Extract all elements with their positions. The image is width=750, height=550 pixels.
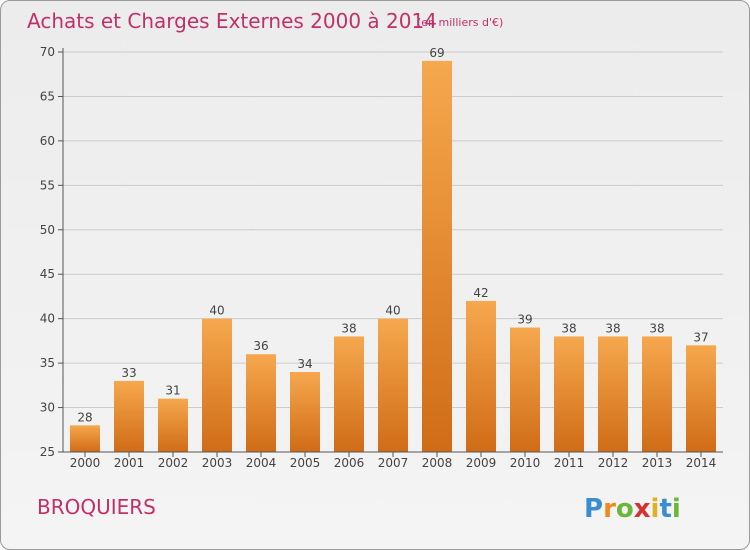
bar-2013 bbox=[642, 336, 672, 452]
data-label-2008: 69 bbox=[429, 46, 444, 60]
y-tick-label: 50 bbox=[40, 223, 55, 237]
data-label-2004: 36 bbox=[253, 339, 268, 353]
brand-letter: x bbox=[634, 494, 651, 524]
data-label-2002: 31 bbox=[165, 384, 180, 398]
y-axis-ticks: 25 30 35 40 45 50 55 60 65 70 bbox=[40, 45, 63, 459]
bar-2006 bbox=[334, 336, 364, 452]
data-labels: 28 33 31 40 36 34 38 40 69 42 39 38 38 38 37 bbox=[77, 46, 708, 424]
x-tick-label: 2005 bbox=[290, 456, 321, 470]
brand-letter: r bbox=[603, 494, 616, 524]
x-tick-label: 2012 bbox=[598, 456, 629, 470]
bar-2012 bbox=[598, 336, 628, 452]
bar-2014 bbox=[686, 345, 716, 452]
bar-2007 bbox=[378, 318, 408, 452]
x-tick-label: 2002 bbox=[158, 456, 189, 470]
data-label-2012: 38 bbox=[605, 321, 620, 335]
x-tick-label: 2008 bbox=[422, 456, 453, 470]
bar-2010 bbox=[510, 327, 540, 452]
gridlines bbox=[63, 51, 723, 409]
chart-subtitle: (en milliers d'€) bbox=[417, 16, 503, 29]
data-label-2013: 38 bbox=[649, 321, 664, 335]
x-axis-ticks: 2000 2001 2002 2003 2004 2005 2006 2007 2008 2009… bbox=[70, 452, 717, 470]
x-tick-label: 2010 bbox=[510, 456, 541, 470]
y-tick-label: 30 bbox=[40, 401, 55, 415]
data-label-2014: 37 bbox=[693, 330, 708, 344]
bar-2004 bbox=[246, 354, 276, 452]
brand-letter: i bbox=[672, 494, 681, 524]
data-label-2000: 28 bbox=[77, 410, 92, 424]
x-tick-label: 2011 bbox=[554, 456, 585, 470]
chart-title: Achats et Charges Externes 2000 à 2014 bbox=[27, 9, 437, 33]
data-label-2001: 33 bbox=[121, 366, 136, 380]
data-label-2005: 34 bbox=[297, 357, 312, 371]
data-label-2007: 40 bbox=[385, 304, 400, 318]
bar-2003 bbox=[202, 318, 232, 452]
bar-2005 bbox=[290, 372, 320, 452]
x-tick-label: 2009 bbox=[466, 456, 497, 470]
y-tick-label: 45 bbox=[40, 267, 55, 281]
commune-name: BROQUIERS bbox=[37, 495, 156, 519]
x-tick-label: 2004 bbox=[246, 456, 277, 470]
y-tick-label: 35 bbox=[40, 356, 55, 370]
y-tick-label: 55 bbox=[40, 178, 55, 192]
data-label-2010: 39 bbox=[517, 313, 532, 327]
y-tick-label: 25 bbox=[40, 445, 55, 459]
bar-2011 bbox=[554, 336, 584, 452]
x-tick-label: 2007 bbox=[378, 456, 409, 470]
brand-letter: t bbox=[659, 494, 671, 524]
x-tick-label: 2013 bbox=[642, 456, 673, 470]
data-label-2011: 38 bbox=[561, 321, 576, 335]
brand-wordmark: Proxiti bbox=[584, 494, 681, 524]
bar-2000 bbox=[70, 425, 100, 452]
bar-2001 bbox=[114, 380, 144, 452]
bar-2008 bbox=[422, 60, 452, 453]
y-tick-label: 40 bbox=[40, 312, 55, 326]
data-label-2009: 42 bbox=[473, 286, 488, 300]
bar-2009 bbox=[466, 300, 496, 452]
proxiti-logo: Proxiti bbox=[584, 494, 681, 524]
y-tick-label: 65 bbox=[40, 89, 55, 103]
x-tick-label: 2000 bbox=[70, 456, 101, 470]
bar-2002 bbox=[158, 398, 188, 452]
x-tick-label: 2014 bbox=[686, 456, 717, 470]
brand-letter: i bbox=[651, 494, 660, 524]
brand-letter: o bbox=[616, 494, 634, 524]
brand-letter: P bbox=[584, 494, 603, 524]
axes bbox=[62, 48, 723, 453]
x-tick-label: 2001 bbox=[114, 456, 145, 470]
y-tick-label: 70 bbox=[40, 45, 55, 59]
x-tick-label: 2003 bbox=[202, 456, 233, 470]
y-tick-label: 60 bbox=[40, 134, 55, 148]
data-label-2003: 40 bbox=[209, 304, 224, 318]
data-label-2006: 38 bbox=[341, 321, 356, 335]
bars bbox=[70, 60, 716, 453]
x-tick-label: 2006 bbox=[334, 456, 365, 470]
